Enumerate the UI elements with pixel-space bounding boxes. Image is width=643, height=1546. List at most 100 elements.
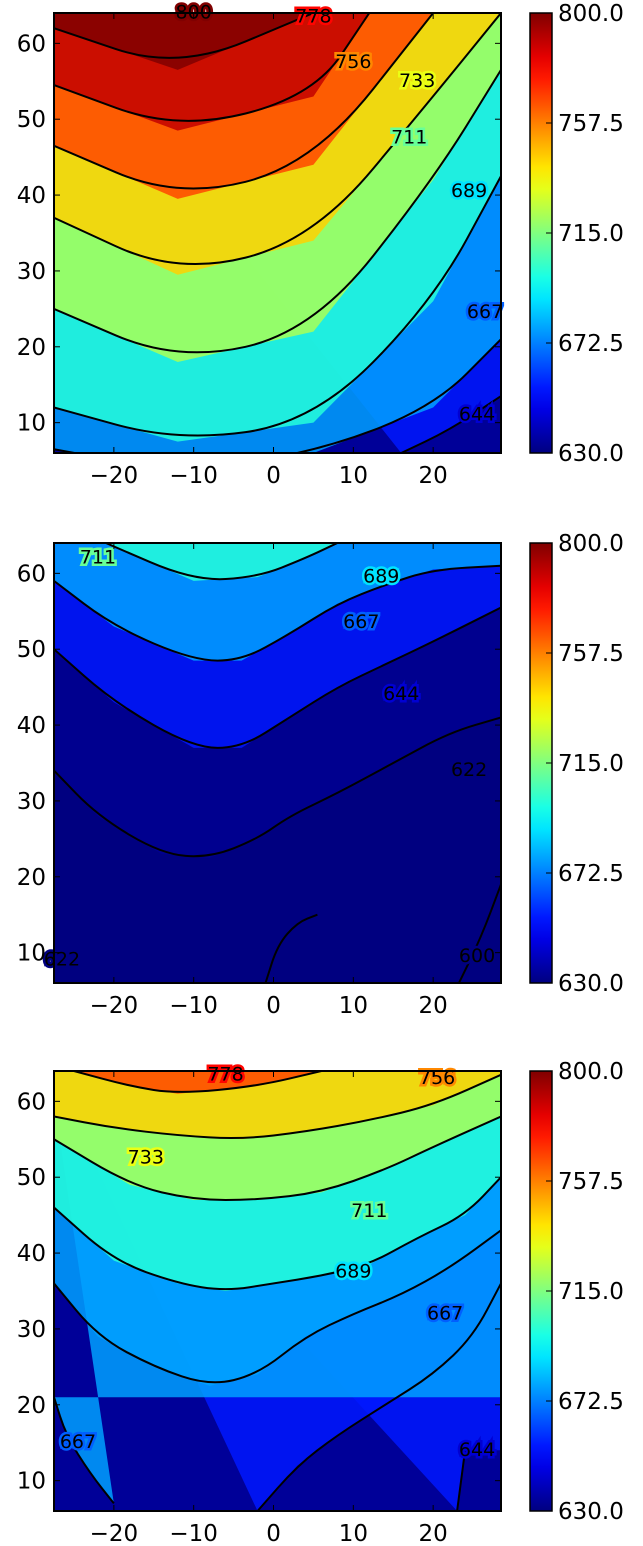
contour-label: 689 xyxy=(363,566,399,588)
colorbar-tick-label: 757.5 xyxy=(558,1169,624,1195)
contour-line-689 xyxy=(105,543,338,581)
contour-label: 778 xyxy=(207,1063,243,1085)
contour-band-667 xyxy=(54,543,501,661)
contour-line-711 xyxy=(54,1115,501,1201)
colorbar-tick-label: 672.5 xyxy=(558,1389,624,1415)
x-tick-label: 10 xyxy=(339,993,368,1019)
colorbar-tick-label: 800.0 xyxy=(558,1,624,27)
x-tick-label: 10 xyxy=(339,463,368,489)
contour-line-733 xyxy=(54,13,501,265)
contour-label: 733 xyxy=(399,70,435,92)
colorbar-tick-label: 757.5 xyxy=(558,111,624,137)
x-tick-label: −20 xyxy=(90,993,139,1019)
y-tick-label: 30 xyxy=(17,1317,46,1343)
contour-label: 667 xyxy=(343,611,379,633)
contour-band-800 xyxy=(54,13,501,70)
x-tick-label: −10 xyxy=(169,1521,218,1546)
x-tick-label: 20 xyxy=(419,993,448,1019)
colorbar: 630.0 672.5 715.0 757.5 800.0 xyxy=(529,531,624,997)
colorbar-tick-label: 715.0 xyxy=(558,751,624,777)
contour-label: 778 xyxy=(295,5,331,27)
contour-label: 711 xyxy=(391,127,427,149)
contour-line-778 xyxy=(54,13,371,122)
contour-band-689 xyxy=(105,543,501,581)
y-tick-label: 20 xyxy=(17,865,46,891)
colorbar-tick-label: 757.5 xyxy=(558,641,624,667)
colorbar-tick-label: 672.5 xyxy=(558,331,624,357)
contour-line-622 xyxy=(54,716,501,858)
x-tick-label: −10 xyxy=(169,993,218,1019)
y-tick-label: 60 xyxy=(17,1089,46,1115)
contour-label: 667 xyxy=(467,301,503,323)
contour-label: 644 xyxy=(383,683,419,705)
contour-line-667 xyxy=(54,1396,115,1505)
x-tick-label: 0 xyxy=(266,993,281,1019)
heatmap-field xyxy=(54,543,501,983)
y-tick-label: 50 xyxy=(17,637,46,663)
contour-line-644 xyxy=(54,606,501,749)
y-tick-label: 60 xyxy=(17,561,46,587)
x-tick-label: 10 xyxy=(339,1521,368,1546)
plot-frame xyxy=(53,1070,502,1512)
contour-label: 622 xyxy=(451,759,487,781)
contour-line-711 xyxy=(54,69,501,354)
y-tick-label: 10 xyxy=(17,1469,46,1495)
contour-line-733 xyxy=(54,1073,501,1140)
contour-line-689 xyxy=(54,1176,501,1291)
heatmap-panel-2: 711 689 667 644 622 622 600 −20 −10 0 10 20 10 20 30 40… xyxy=(17,531,624,1019)
colorbar: 630.0 672.5 715.0 757.5 800.0 xyxy=(529,1,624,467)
colorbar: 630.0 672.5 715.0 757.5 800.0 xyxy=(529,1059,624,1525)
colorbar-tick-label: 630.0 xyxy=(558,971,624,997)
y-tick-label: 10 xyxy=(17,411,46,437)
contour-label: 756 xyxy=(419,1067,455,1089)
y-tick-label: 40 xyxy=(17,183,46,209)
contour-line-756 xyxy=(73,1071,322,1093)
heatmap-field xyxy=(54,13,501,453)
contour-line-667 xyxy=(54,1229,501,1384)
contour-label: 711 xyxy=(80,547,116,569)
contour-line-644 xyxy=(400,395,501,453)
plot-frame xyxy=(53,542,502,984)
x-tick-label: 0 xyxy=(266,463,281,489)
y-tick-label: 40 xyxy=(17,713,46,739)
colorbar-tick-label: 715.0 xyxy=(558,221,624,247)
y-tick-label: 30 xyxy=(17,259,46,285)
y-tick-label: 50 xyxy=(17,1165,46,1191)
contour-line-689 xyxy=(54,175,501,437)
colorbar-tick-label: 800.0 xyxy=(558,531,624,557)
heatmap-panel-3: 778 756 733 711 689 667 644 667 −20 −10 0 10 20 10 20 3… xyxy=(17,1059,624,1546)
x-tick-label: 20 xyxy=(419,1521,448,1546)
contour-label: 756 xyxy=(335,51,371,73)
contour-label: 733 xyxy=(128,1147,164,1169)
colorbar-tick-label: 800.0 xyxy=(558,1059,624,1085)
plot-frame xyxy=(53,12,502,454)
y-tick-label: 10 xyxy=(17,941,46,967)
colorbar-tick-label: 715.0 xyxy=(558,1279,624,1305)
y-tick-label: 20 xyxy=(17,335,46,361)
x-tick-label: 0 xyxy=(266,1521,281,1546)
x-tick-label: −10 xyxy=(169,463,218,489)
contour-line-800 xyxy=(54,13,314,59)
contour-label: 644 xyxy=(459,1439,495,1461)
contour-line-667 xyxy=(54,564,501,662)
contour-label: 689 xyxy=(451,180,487,202)
x-tick-label: 20 xyxy=(419,463,448,489)
contour-band-756 xyxy=(73,1071,501,1094)
y-tick-label: 60 xyxy=(17,31,46,57)
x-tick-label: −20 xyxy=(90,463,139,489)
contour-label: 667 xyxy=(427,1302,463,1324)
contour-label: 711 xyxy=(351,1200,387,1222)
contour-line-600 xyxy=(457,884,501,983)
x-tick-label: −20 xyxy=(90,1521,139,1546)
colorbar-tick-label: 630.0 xyxy=(558,441,624,467)
contour-label: 600 xyxy=(459,945,495,967)
contour-label: 622 xyxy=(44,949,80,971)
y-tick-label: 30 xyxy=(17,789,46,815)
heatmap-field xyxy=(54,1071,501,1511)
contour-line-644 xyxy=(456,1450,467,1511)
y-tick-label: 50 xyxy=(17,107,46,133)
colorbar-tick-label: 630.0 xyxy=(558,1499,624,1525)
contour-label: 667 xyxy=(60,1431,96,1453)
